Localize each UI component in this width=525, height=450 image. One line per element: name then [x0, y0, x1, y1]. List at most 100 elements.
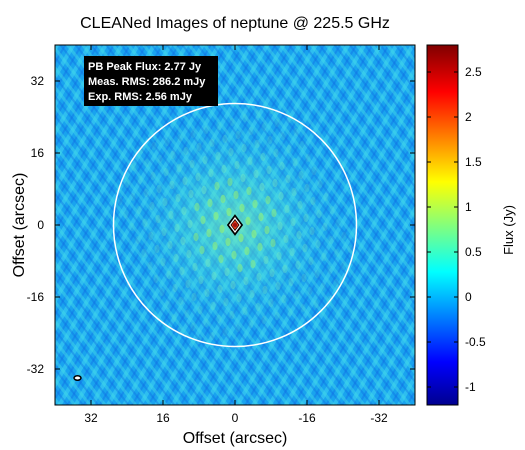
sidelobe-spot — [296, 230, 302, 240]
y-tick-label: 32 — [31, 74, 45, 88]
sidelobe-spot — [300, 303, 306, 313]
sidelobe-spot — [185, 279, 191, 289]
sidelobe-spot — [266, 165, 272, 175]
sidelobe-spot — [244, 246, 250, 256]
sidelobe-spot — [162, 197, 168, 207]
sidelobe-spot — [184, 309, 190, 319]
sidelobe-spot — [215, 151, 221, 161]
sidelobe-spot — [241, 143, 247, 153]
sidelobe-spot — [286, 144, 292, 154]
sidelobe-spot — [279, 161, 285, 171]
synthesized-beam-marker — [73, 375, 82, 381]
sidelobe-spot — [206, 228, 212, 238]
source-peak — [226, 214, 244, 236]
sidelobe-spot — [248, 126, 254, 136]
sidelobe-spot — [186, 249, 192, 259]
sidelobe-spot — [182, 176, 188, 186]
sidelobe-spot — [160, 257, 166, 267]
sidelobe-spot — [269, 268, 275, 278]
sidelobe-spot — [347, 244, 353, 254]
sidelobe-spot — [203, 318, 209, 328]
sidelobe-spot — [255, 109, 261, 119]
sidelobe-spot — [216, 314, 222, 324]
sidelobe-spot — [199, 245, 205, 255]
sidelobe-spot — [245, 216, 251, 226]
sidelobe-spot — [130, 192, 136, 202]
sidelobe-spot — [262, 285, 268, 295]
sidelobe-spot — [242, 113, 248, 123]
sidelobe-spot — [229, 310, 235, 320]
sidelobe-spot — [212, 241, 218, 251]
sidelobe-spot — [187, 219, 193, 229]
sidelobe-spot — [216, 121, 222, 131]
sidelobe-spot — [276, 251, 282, 261]
sidelobe-spot — [190, 322, 196, 332]
sidelobe-spot — [137, 175, 143, 185]
sidelobe-spot — [328, 235, 334, 245]
annotation-peak-flux: PB Peak Flux: 2.77 Jy — [88, 61, 202, 73]
sidelobe-spot — [225, 237, 231, 247]
sidelobe-spot — [149, 201, 155, 211]
sidelobe-spot — [320, 282, 326, 292]
sidelobe-spot — [154, 244, 160, 254]
sidelobe-spot — [219, 224, 225, 234]
sidelobe-spot — [246, 186, 252, 196]
sidelobe-spot — [194, 202, 200, 212]
sidelobe-spot — [265, 195, 271, 205]
sidelobe-spot — [223, 297, 229, 307]
sidelobe-spot — [176, 163, 182, 173]
sidelobe-spot — [201, 185, 207, 195]
sidelobe-spot — [227, 177, 233, 187]
sidelobe-spot — [165, 300, 171, 310]
sidelobe-spot — [170, 150, 176, 160]
sidelobe-spot — [222, 327, 228, 337]
sidelobe-spot — [169, 180, 175, 190]
x-tick-label: 0 — [232, 411, 239, 425]
sidelobe-spot — [268, 298, 274, 308]
sidelobe-spot — [207, 198, 213, 208]
sidelobe-spot — [226, 207, 232, 217]
colorbar-tick-label: 1.5 — [465, 155, 482, 169]
sidelobe-spot — [289, 247, 295, 257]
sidelobe-spot — [311, 166, 317, 176]
x-axis-label: Offset (arcsec) — [183, 430, 288, 447]
sidelobe-spot — [235, 323, 241, 333]
colorbar-tick-label: 2 — [465, 110, 472, 124]
sidelobe-spot — [310, 196, 316, 206]
colorbar-tick-label: 2.5 — [465, 65, 482, 79]
sidelobe-spot — [230, 280, 236, 290]
sidelobe-spot — [163, 167, 169, 177]
sidelobe-spot — [233, 190, 239, 200]
sidelobe-spot — [287, 307, 293, 317]
stats-annotation: PB Peak Flux: 2.77 Jy Meas. RMS: 286.2 m… — [84, 56, 218, 106]
sidelobe-spot — [313, 299, 319, 309]
sidelobe-spot — [218, 254, 224, 264]
sidelobe-spot — [253, 169, 259, 179]
sidelobe-spot — [235, 130, 241, 140]
sidelobe-spot — [198, 275, 204, 285]
annotation-box — [84, 56, 218, 106]
sidelobe-spot — [181, 206, 187, 216]
sidelobe-spot — [222, 134, 228, 144]
sidelobe-spot — [256, 272, 262, 282]
sidelobe-spot — [217, 284, 223, 294]
sidelobe-spot — [272, 178, 278, 188]
sidelobe-spot — [335, 218, 341, 228]
y-tick-label: 0 — [37, 218, 44, 232]
chart-title: CLEANed Images of neptune @ 225.5 GHz — [80, 15, 390, 32]
sidelobe-spot — [288, 277, 294, 287]
sidelobe-spot — [220, 194, 226, 204]
x-axis: 32 16 0 -16 -32 — [84, 45, 388, 425]
sidelobe-spot — [193, 232, 199, 242]
sidelobe-spot — [323, 192, 329, 202]
y-tick-label: -32 — [27, 362, 45, 376]
sidelobe-spot — [205, 258, 211, 268]
sidelobe-spot — [168, 210, 174, 220]
sidelobe-spot — [196, 142, 202, 152]
sidelobe-spot — [333, 278, 339, 288]
sidelobe-spot — [250, 259, 256, 269]
sidelobe-spot — [156, 184, 162, 194]
sidelobe-spot — [326, 295, 332, 305]
sidelobe-spot — [275, 281, 281, 291]
sidelobe-spot — [315, 239, 321, 249]
